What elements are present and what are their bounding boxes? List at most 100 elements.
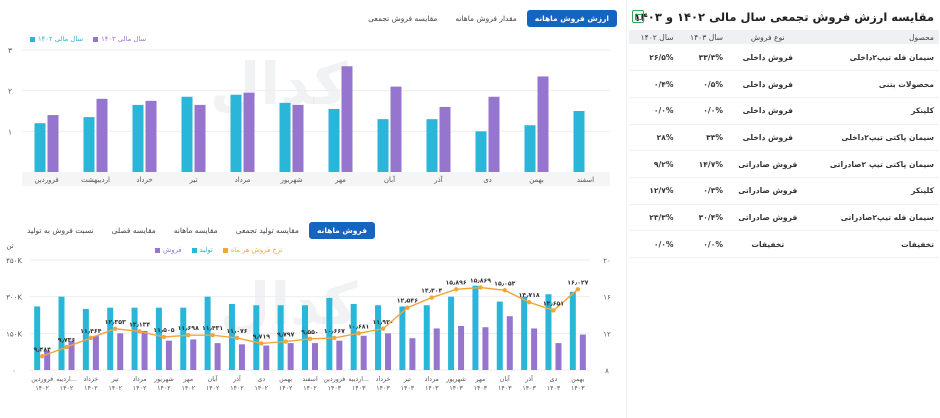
bar-sales[interactable] <box>482 327 489 370</box>
bar-1402[interactable] <box>279 102 291 172</box>
top-chart-tab-1[interactable]: ارزش فروش ماهانه <box>526 10 617 27</box>
sales-rate-point[interactable] <box>332 335 337 341</box>
sales-rate-point[interactable] <box>161 334 167 340</box>
bottom-chart-tab-3[interactable]: مقایسه ماهانه <box>173 226 218 235</box>
top-chart-tab-3[interactable]: مقایسه فروش تجمعی <box>368 14 438 23</box>
table-row[interactable]: کلینکر فروش صادراتی ۰/۳% ۱۲/۷% <box>629 177 939 205</box>
sales-rate-point[interactable] <box>88 335 94 341</box>
sales-rate-point[interactable] <box>186 332 191 338</box>
bar-1402[interactable] <box>377 119 389 172</box>
sales-rate-point[interactable] <box>526 299 532 305</box>
sales-rate-point[interactable] <box>453 287 459 292</box>
bar-sales[interactable] <box>336 340 343 370</box>
sales-rate-point[interactable] <box>64 344 69 350</box>
bar-sales[interactable] <box>506 316 513 370</box>
header-year-1403[interactable]: سال ۱۴۰۳ <box>678 30 728 44</box>
bar-sales[interactable] <box>190 339 197 370</box>
bar-sales[interactable] <box>165 340 172 370</box>
bar-1402[interactable] <box>230 94 242 172</box>
bar-production[interactable] <box>545 294 552 370</box>
bar-1402[interactable] <box>132 104 144 172</box>
bottom-chart-tab-1[interactable]: فروش ماهانه <box>308 222 375 239</box>
bar-sales[interactable] <box>579 334 586 370</box>
bar-1403[interactable] <box>439 106 451 172</box>
bar-sales[interactable] <box>458 326 465 370</box>
bar-production[interactable] <box>277 305 284 370</box>
bar-1403[interactable] <box>341 66 353 172</box>
bar-1402[interactable] <box>475 131 487 172</box>
bar-sales[interactable] <box>214 343 221 370</box>
bar-production[interactable] <box>399 306 406 370</box>
excel-icon[interactable] <box>632 10 644 23</box>
bottom-chart-tab-4[interactable]: مقایسه فصلی <box>111 226 156 235</box>
bottom-chart-tab-5[interactable]: نسبت فروش به تولید <box>27 226 94 235</box>
bar-production[interactable] <box>472 285 479 370</box>
bar-production[interactable] <box>131 307 138 370</box>
legend-item-1403[interactable]: سال مالی ۱۴۰۳ <box>93 35 146 43</box>
bar-production[interactable] <box>375 305 382 370</box>
bar-1403[interactable] <box>292 104 304 172</box>
sales-rate-point[interactable] <box>551 308 556 313</box>
legend-item-sales[interactable]: فروش <box>155 246 182 254</box>
table-row[interactable]: تخفیفات تخفیفات ۰/۰% ۰/۰% <box>629 230 939 258</box>
bar-sales[interactable] <box>555 343 562 370</box>
sales-rate-point[interactable] <box>113 326 118 331</box>
bar-1403[interactable] <box>194 104 206 172</box>
sales-rate-point[interactable] <box>210 332 215 338</box>
bar-1403[interactable] <box>390 86 402 172</box>
bar-production[interactable] <box>253 305 260 370</box>
bar-production[interactable] <box>496 301 503 370</box>
bar-production[interactable] <box>521 296 528 370</box>
sales-rate-point[interactable] <box>283 339 288 344</box>
bar-1402[interactable] <box>426 119 438 172</box>
top-chart-tab-2[interactable]: مقدار فروش ماهانه <box>455 14 517 23</box>
bar-production[interactable] <box>180 307 187 370</box>
bar-1402[interactable] <box>83 117 95 172</box>
bar-sales[interactable] <box>433 328 440 370</box>
sales-rate-point[interactable] <box>502 288 507 293</box>
sales-rate-point[interactable] <box>234 335 240 341</box>
sales-rate-point[interactable] <box>137 329 142 334</box>
bar-1402[interactable] <box>328 108 340 172</box>
bar-production[interactable] <box>448 296 455 370</box>
bar-sales[interactable] <box>409 338 416 370</box>
bar-1402[interactable] <box>524 125 536 172</box>
bar-1402[interactable] <box>573 111 585 172</box>
header-year-1402[interactable]: سال ۱۴۰۲ <box>629 30 679 44</box>
table-row[interactable]: کلینکر فروش داخلی ۰/۰% ۰/۰% <box>629 97 939 125</box>
legend-item-rate[interactable]: نرخ فروش هر ماه <box>222 246 282 254</box>
bar-sales[interactable] <box>360 335 367 370</box>
table-row[interactable]: سیمان پاکتی تیپ ۲صادراتی فروش صادراتی ۱۴/۷… <box>629 150 939 178</box>
bar-1403[interactable] <box>537 76 549 172</box>
sales-rate-point[interactable] <box>356 331 361 336</box>
bar-sales[interactable] <box>238 344 245 370</box>
bar-production[interactable] <box>569 291 576 370</box>
bar-production[interactable] <box>302 305 308 370</box>
sales-rate-point[interactable] <box>307 336 313 342</box>
bar-production[interactable] <box>107 307 114 370</box>
bar-production[interactable] <box>204 296 211 370</box>
legend-item-production[interactable]: تولید <box>191 246 213 254</box>
bar-sales[interactable] <box>117 333 124 370</box>
bar-sales[interactable] <box>141 330 148 370</box>
bar-sales[interactable] <box>385 333 392 370</box>
bar-production[interactable] <box>58 296 65 370</box>
legend-item-1402[interactable]: سال مالی ۱۴۰۲ <box>30 35 83 43</box>
bar-production[interactable] <box>423 305 430 370</box>
bar-production[interactable] <box>350 304 357 370</box>
bottom-chart-tab-2[interactable]: مقایسه تولید تجمعی <box>235 226 299 235</box>
bar-sales[interactable] <box>263 345 270 370</box>
bar-sales[interactable] <box>44 350 51 370</box>
sales-rate-point[interactable] <box>478 285 483 290</box>
bar-production[interactable] <box>34 306 41 370</box>
bar-1403[interactable] <box>243 92 255 172</box>
sales-rate-point[interactable] <box>259 341 264 346</box>
bar-production[interactable] <box>326 297 333 370</box>
sales-rate-point[interactable] <box>575 287 581 292</box>
bar-sales[interactable] <box>287 343 294 370</box>
bar-sales[interactable] <box>312 343 318 370</box>
header-product[interactable]: محصول <box>807 30 939 44</box>
table-row[interactable]: سیمان فله تیپ۲صادراتی فروش صادراتی ۳۰/۴% ۲۳… <box>629 204 939 232</box>
table-row[interactable]: محصولات بتنی فروش داخلی ۰/۵% ۰/۴% <box>629 70 939 98</box>
sales-rate-point[interactable] <box>380 326 386 331</box>
